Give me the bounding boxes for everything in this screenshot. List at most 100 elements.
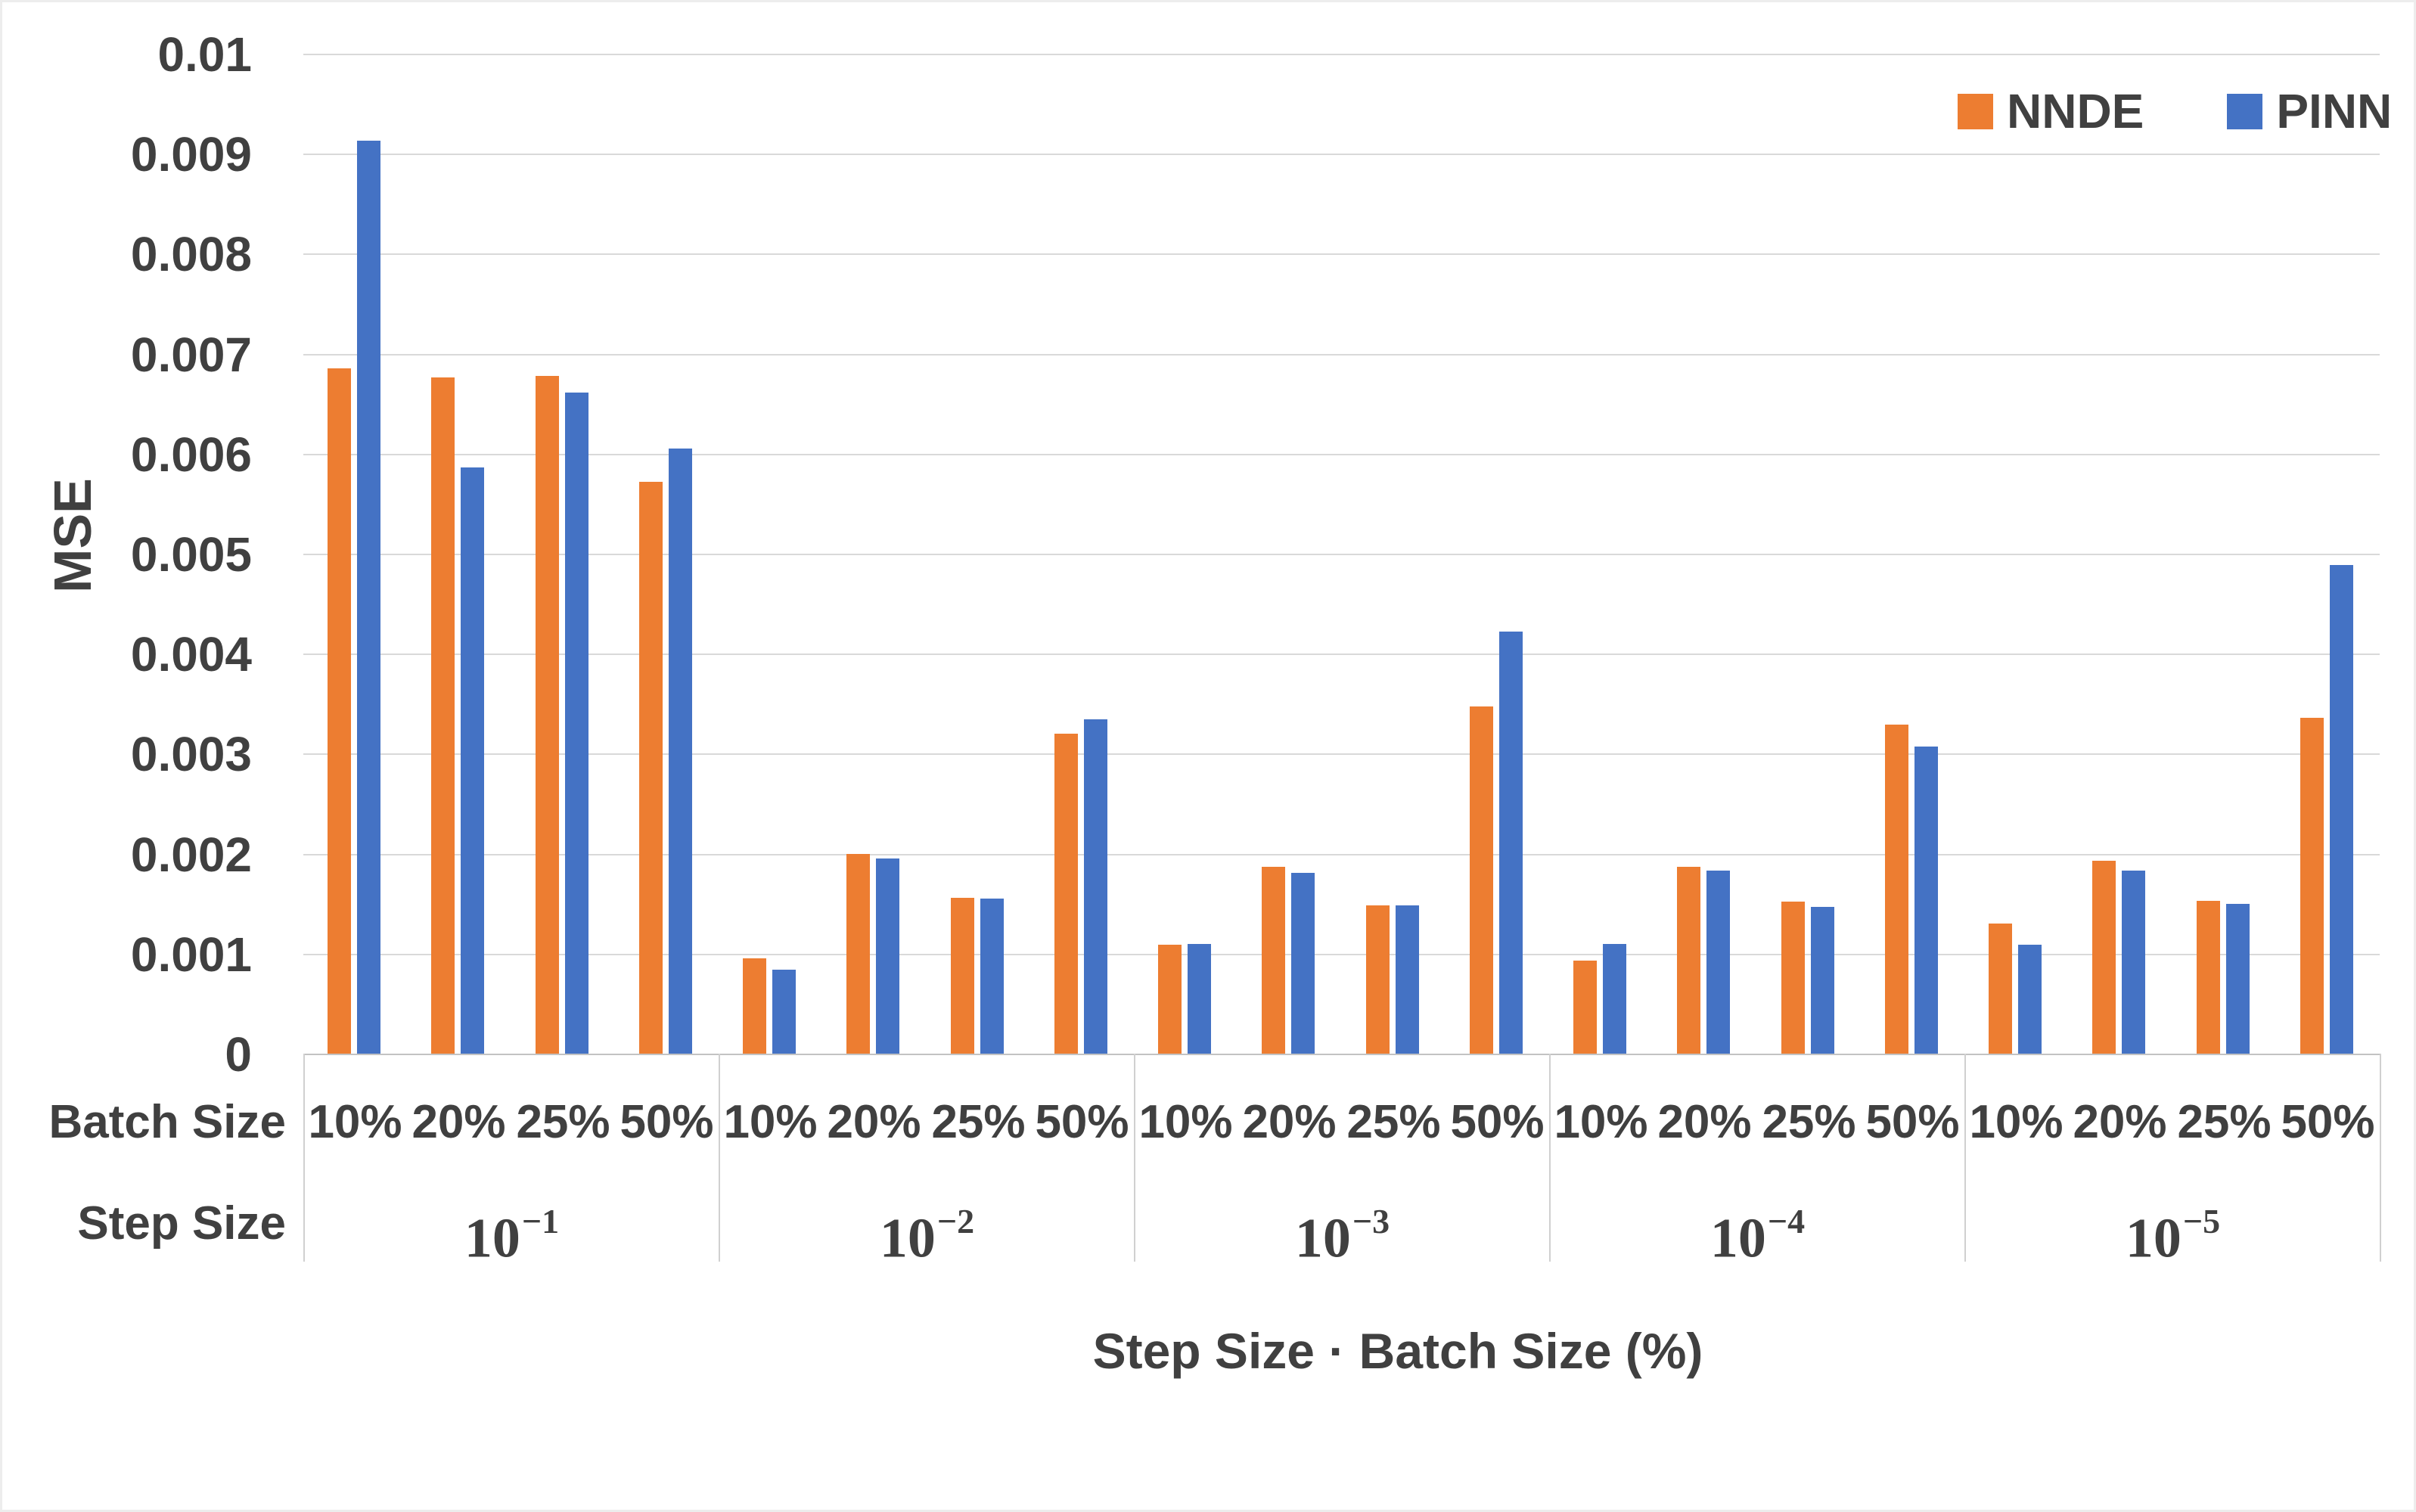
batch-size-label: 20% bbox=[411, 1096, 506, 1148]
pinn-bar bbox=[1291, 873, 1315, 1054]
batch-size-label: 25% bbox=[516, 1096, 610, 1148]
pinn-bar bbox=[1084, 719, 1107, 1054]
group-divider-line bbox=[1549, 1054, 1551, 1262]
nnde-bar bbox=[1781, 902, 1805, 1054]
batch-size-label: 25% bbox=[931, 1096, 1026, 1148]
y-axis-tick-label: 0.002 bbox=[130, 827, 252, 882]
step-size-label: 10−1 bbox=[464, 1202, 560, 1270]
y-axis-tick-label: 0.009 bbox=[130, 127, 252, 182]
gridline bbox=[303, 654, 2380, 655]
nnde-bar bbox=[1677, 867, 1700, 1054]
gridline bbox=[303, 454, 2380, 455]
pinn-bar bbox=[2018, 945, 2042, 1054]
batch-size-label: 25% bbox=[1762, 1096, 1856, 1148]
pinn-bar bbox=[876, 858, 899, 1054]
y-axis-tick-label: 0.01 bbox=[157, 27, 252, 82]
nnde-bar bbox=[2300, 718, 2324, 1054]
pinn-bar bbox=[1188, 944, 1211, 1054]
batch-size-label: 20% bbox=[1242, 1096, 1337, 1148]
batch-size-label: 10% bbox=[723, 1096, 818, 1148]
legend-swatch-nnde-icon bbox=[1958, 93, 1993, 129]
pinn-bar bbox=[2122, 871, 2145, 1054]
group-divider-line bbox=[2380, 1054, 2381, 1262]
batch-size-label: 50% bbox=[1035, 1096, 1129, 1148]
legend: NNDE PINN bbox=[1958, 87, 2392, 135]
pinn-bar bbox=[669, 449, 692, 1054]
nnde-bar bbox=[1989, 924, 2012, 1054]
nnde-bar bbox=[846, 854, 870, 1054]
pinn-bar bbox=[461, 467, 484, 1054]
gridline bbox=[303, 154, 2380, 155]
step-size-label: 10−3 bbox=[1294, 1202, 1390, 1270]
x-axis-title: Step Size · Batch Size (%) bbox=[1092, 1323, 1703, 1379]
nnde-bar bbox=[951, 898, 974, 1054]
step-size-label: 10−4 bbox=[1710, 1202, 1806, 1270]
batch-size-label: 10% bbox=[1554, 1096, 1648, 1148]
nnde-bar bbox=[1470, 706, 1493, 1054]
pinn-bar bbox=[1396, 905, 1419, 1054]
nnde-bar bbox=[2092, 861, 2116, 1054]
pinn-bar bbox=[772, 970, 796, 1054]
y-axis-tick-label: 0.007 bbox=[130, 328, 252, 382]
nnde-bar bbox=[1054, 734, 1078, 1054]
gridline bbox=[303, 854, 2380, 855]
legend-label-pinn: PINN bbox=[2276, 84, 2393, 138]
nnde-bar bbox=[1366, 905, 1390, 1054]
gridline bbox=[303, 54, 2380, 55]
group-divider-line bbox=[1134, 1054, 1135, 1262]
nnde-bar bbox=[536, 376, 559, 1054]
pinn-bar bbox=[1706, 871, 1730, 1054]
batch-size-label: 50% bbox=[620, 1096, 714, 1148]
y-axis-tick-label: 0.004 bbox=[130, 627, 252, 681]
nnde-bar bbox=[1158, 945, 1182, 1054]
pinn-bar bbox=[357, 141, 380, 1054]
y-axis-tick-label: 0 bbox=[225, 1027, 252, 1082]
pinn-bar bbox=[1603, 944, 1626, 1054]
batch-size-label: 25% bbox=[1346, 1096, 1441, 1148]
batch-size-label: 10% bbox=[308, 1096, 402, 1148]
batch-size-label: 50% bbox=[1450, 1096, 1545, 1148]
pinn-bar bbox=[980, 899, 1004, 1054]
batch-size-label: 20% bbox=[827, 1096, 921, 1148]
batch-size-row-header: Batch Size bbox=[48, 1096, 286, 1148]
step-size-label: 10−2 bbox=[879, 1202, 975, 1270]
gridline bbox=[303, 753, 2380, 755]
step-size-row-header: Step Size bbox=[77, 1197, 286, 1250]
nnde-bar bbox=[431, 377, 455, 1054]
nnde-bar bbox=[328, 368, 351, 1054]
gridline bbox=[303, 554, 2380, 555]
batch-size-label: 50% bbox=[1865, 1096, 1960, 1148]
legend-label-nnde: NNDE bbox=[2007, 84, 2144, 138]
pinn-bar bbox=[2330, 565, 2353, 1054]
batch-size-label: 25% bbox=[2177, 1096, 2272, 1148]
legend-swatch-pinn-icon bbox=[2227, 93, 2263, 129]
step-size-label: 10−5 bbox=[2125, 1202, 2221, 1270]
x-axis-line bbox=[303, 1054, 2380, 1055]
pinn-bar bbox=[565, 393, 588, 1054]
y-axis-tick-label: 0.001 bbox=[130, 927, 252, 982]
y-axis-tick-label: 0.008 bbox=[130, 227, 252, 281]
pinn-bar bbox=[1499, 632, 1523, 1054]
nnde-bar bbox=[2197, 901, 2220, 1054]
nnde-bar bbox=[1885, 725, 1908, 1054]
group-divider-line bbox=[719, 1054, 720, 1262]
y-axis-tick-label: 0.006 bbox=[130, 427, 252, 482]
nnde-bar bbox=[1573, 961, 1597, 1054]
batch-size-label: 20% bbox=[2073, 1096, 2167, 1148]
group-divider-line bbox=[1964, 1054, 1966, 1262]
pinn-bar bbox=[1811, 907, 1834, 1054]
batch-size-label: 50% bbox=[2281, 1096, 2375, 1148]
nnde-bar bbox=[639, 482, 663, 1054]
pinn-bar bbox=[2226, 904, 2250, 1054]
y-axis-tick-label: 0.005 bbox=[130, 527, 252, 582]
y-axis-tick-label: 0.003 bbox=[130, 727, 252, 781]
group-divider-line bbox=[303, 1054, 305, 1262]
gridline bbox=[303, 354, 2380, 355]
nnde-bar bbox=[743, 958, 766, 1054]
gridline bbox=[303, 253, 2380, 255]
batch-size-label: 10% bbox=[1138, 1096, 1233, 1148]
pinn-bar bbox=[1914, 747, 1938, 1054]
batch-size-label: 10% bbox=[1969, 1096, 2064, 1148]
gridline bbox=[303, 954, 2380, 955]
batch-size-label: 20% bbox=[1657, 1096, 1752, 1148]
